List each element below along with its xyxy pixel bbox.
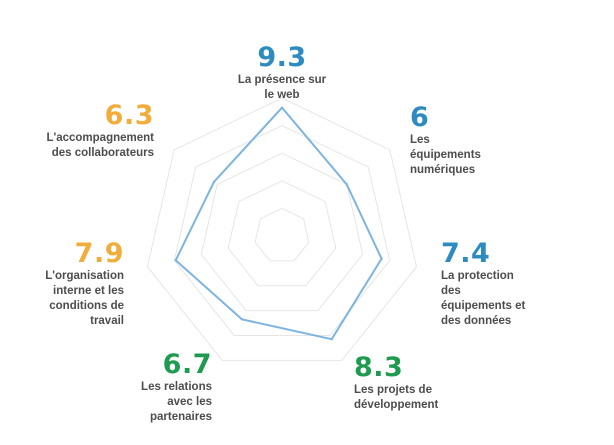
caption-accompagnement: L'accompagnement des collaborateurs (46, 132, 154, 159)
value-protection: 7.4 (441, 238, 491, 269)
data-point-7 (212, 180, 216, 183)
caption-presence-web: La présence sur le web (237, 74, 327, 101)
value-presence-web: 9.3 (257, 42, 307, 73)
caption-protection: La protection des équipements et des don… (441, 270, 526, 327)
axis-label-presence-web: 9.3 La présence sur le web (222, 44, 342, 103)
grid-ring-4 (173, 125, 391, 336)
caption-projets: Les projets de développement (354, 384, 439, 411)
axis-label-accompagnement: 6.3 L'accompagnement des collaborateurs (14, 102, 154, 161)
data-point-5 (240, 318, 244, 321)
data-point-3 (380, 257, 383, 260)
grid-ring-1 (254, 207, 310, 262)
value-equipements-numeriques: 6 (410, 102, 430, 133)
value-accompagnement: 6.3 (104, 100, 154, 131)
caption-relations: Les relations avec les partenaires (141, 381, 212, 423)
data-point-1 (280, 106, 284, 109)
value-relations: 6.7 (162, 349, 212, 380)
axis-label-organisation: 7.9 L'organisation interne et les condit… (4, 240, 124, 329)
value-organisation: 7.9 (74, 238, 124, 269)
data-point-4 (330, 337, 333, 341)
axis-label-projets: 8.3 Les projets de développement (354, 354, 484, 413)
value-projets: 8.3 (354, 352, 404, 383)
data-point-2 (345, 183, 348, 186)
axis-label-equipements-numeriques: 6 Les équipements numériques (410, 104, 530, 178)
caption-equipements-numeriques: Les équipements numériques (410, 134, 481, 176)
caption-organisation: L'organisation interne et les conditions… (45, 270, 124, 327)
grid-ring-2 (227, 180, 337, 287)
series-line (174, 106, 383, 341)
axis-label-relations: 6.7 Les relations avec les partenaires (92, 351, 212, 425)
data-point-6 (174, 259, 177, 262)
axis-label-protection: 7.4 La protection des équipements et des… (441, 240, 571, 329)
grid-ring-5 (146, 97, 418, 361)
grid-ring-3 (200, 152, 364, 312)
